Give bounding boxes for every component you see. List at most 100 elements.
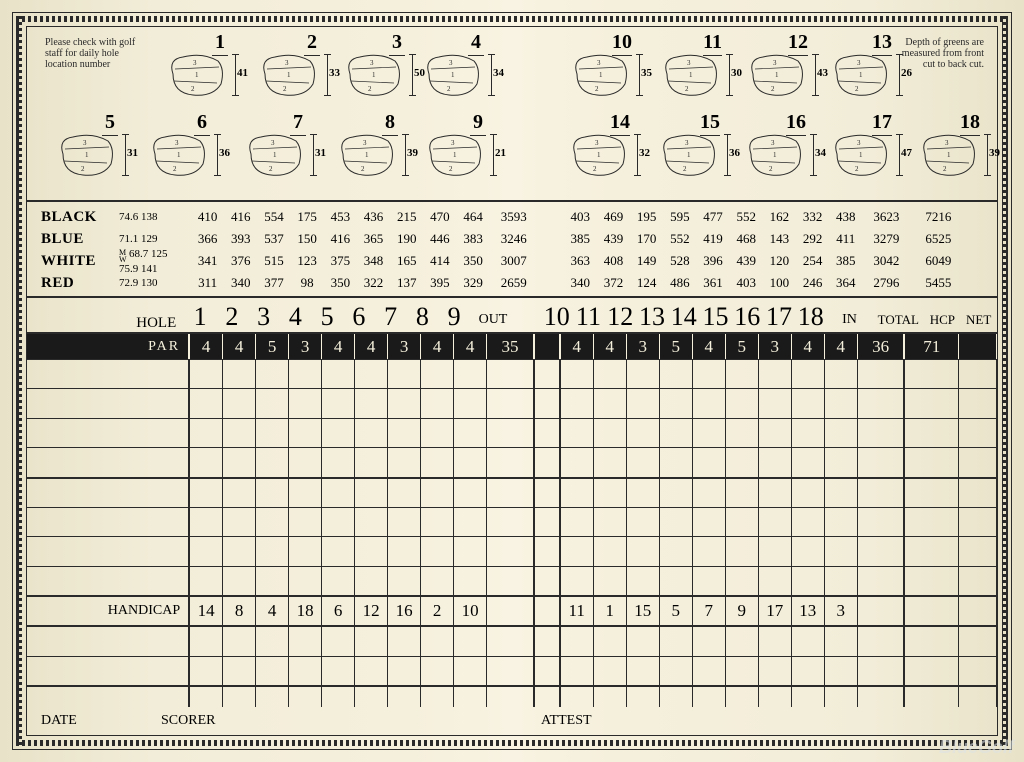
svg-text:1: 1 — [687, 151, 691, 159]
svg-text:2: 2 — [447, 85, 451, 93]
svg-text:3: 3 — [285, 59, 289, 67]
grid-row — [27, 360, 997, 389]
svg-text:3: 3 — [857, 59, 861, 67]
dash-right — [1002, 16, 1008, 746]
grid-row — [27, 419, 997, 448]
note-right: Depth of greens are measured from front … — [889, 37, 984, 70]
svg-text:2: 2 — [449, 165, 453, 173]
svg-text:2: 2 — [943, 165, 947, 173]
attest-label: ATTEST — [541, 713, 592, 729]
green-diagram-17: 17 47 3 1 2 — [827, 129, 897, 184]
svg-text:1: 1 — [775, 71, 779, 79]
svg-text:2: 2 — [283, 85, 287, 93]
green-diagrams: Please check with golf staff for daily h… — [27, 27, 997, 202]
svg-text:2: 2 — [593, 165, 597, 173]
green-diagram-1: 1 41 3 1 2 — [163, 49, 233, 104]
svg-text:3: 3 — [193, 59, 197, 67]
svg-text:3: 3 — [370, 59, 374, 67]
svg-text:3: 3 — [271, 139, 275, 147]
svg-text:1: 1 — [947, 151, 951, 159]
grid-row — [27, 508, 997, 537]
green-diagram-9: 9 21 3 1 2 — [421, 129, 491, 184]
svg-text:1: 1 — [273, 151, 277, 159]
hole-header: HOLE123456789OUT101112131415161718INTOTA… — [27, 298, 997, 332]
svg-text:1: 1 — [599, 71, 603, 79]
date-label: DATE — [41, 713, 161, 729]
tee-row-red: RED72.9 13031134037798350322137395329265… — [27, 272, 997, 294]
grid-row — [27, 448, 997, 478]
green-diagram-15: 15 36 3 1 2 — [655, 129, 725, 184]
green-diagram-7: 7 31 3 1 2 — [241, 129, 311, 184]
grid-row — [27, 567, 997, 597]
green-diagram-10: 10 35 3 1 2 — [567, 49, 637, 104]
green-diagram-8: 8 39 3 1 2 — [333, 129, 403, 184]
svg-text:2: 2 — [855, 165, 859, 173]
svg-text:3: 3 — [945, 139, 949, 147]
svg-text:2: 2 — [368, 85, 372, 93]
svg-text:3: 3 — [595, 139, 599, 147]
svg-text:3: 3 — [771, 139, 775, 147]
grid-row — [27, 479, 997, 508]
svg-text:1: 1 — [689, 71, 693, 79]
svg-text:1: 1 — [195, 71, 199, 79]
watermark: BlueGolf — [939, 737, 1014, 758]
svg-text:1: 1 — [453, 151, 457, 159]
svg-text:2: 2 — [769, 165, 773, 173]
grid-row — [27, 687, 997, 707]
svg-text:2: 2 — [191, 85, 195, 93]
green-diagram-11: 11 30 3 1 2 — [657, 49, 727, 104]
svg-text:2: 2 — [595, 85, 599, 93]
grid-row: PAR445344344354435453443671 — [27, 334, 997, 360]
svg-text:2: 2 — [361, 165, 365, 173]
green-diagram-4: 4 34 3 1 2 — [419, 49, 489, 104]
scorecard: Please check with golf staff for daily h… — [27, 27, 997, 735]
tee-row-blue: BLUE71.1 1293663935371504163651904463833… — [27, 228, 997, 250]
svg-text:3: 3 — [685, 139, 689, 147]
score-grid: PAR445344344354435453443671 HANDICAP14841… — [27, 332, 997, 707]
grid-row — [27, 627, 997, 656]
svg-text:2: 2 — [173, 165, 177, 173]
svg-text:3: 3 — [83, 139, 87, 147]
svg-text:1: 1 — [859, 151, 863, 159]
green-diagram-13: 13 26 3 1 2 — [827, 49, 897, 104]
footer-row: DATE SCORER ATTEST — [27, 707, 997, 735]
svg-text:3: 3 — [597, 59, 601, 67]
svg-text:1: 1 — [177, 151, 181, 159]
svg-text:3: 3 — [773, 59, 777, 67]
svg-text:3: 3 — [451, 139, 455, 147]
yardage-block: BLACK74.6 138410416554175453436215470464… — [27, 202, 997, 298]
grid-row: HANDICAP148418612162101111557917133 — [27, 597, 997, 627]
svg-text:2: 2 — [81, 165, 85, 173]
green-diagram-18: 18 39 3 1 2 — [915, 129, 985, 184]
svg-text:1: 1 — [859, 71, 863, 79]
svg-text:3: 3 — [363, 139, 367, 147]
svg-text:1: 1 — [365, 151, 369, 159]
svg-text:3: 3 — [175, 139, 179, 147]
svg-text:1: 1 — [85, 151, 89, 159]
green-diagram-5: 5 31 3 1 2 — [53, 129, 123, 184]
svg-text:1: 1 — [773, 151, 777, 159]
svg-text:1: 1 — [287, 71, 291, 79]
svg-text:2: 2 — [269, 165, 273, 173]
dash-left — [16, 16, 22, 746]
grid-row — [27, 389, 997, 418]
svg-text:2: 2 — [771, 85, 775, 93]
grid-row — [27, 657, 997, 687]
svg-text:1: 1 — [372, 71, 376, 79]
green-diagram-14: 14 32 3 1 2 — [565, 129, 635, 184]
svg-text:3: 3 — [449, 59, 453, 67]
note-left: Please check with golf staff for daily h… — [45, 37, 140, 70]
svg-text:3: 3 — [687, 59, 691, 67]
svg-text:3: 3 — [857, 139, 861, 147]
green-diagram-6: 6 36 3 1 2 — [145, 129, 215, 184]
scorer-label: SCORER — [161, 713, 541, 729]
grid-row — [27, 537, 997, 566]
svg-text:2: 2 — [685, 85, 689, 93]
svg-text:2: 2 — [855, 85, 859, 93]
svg-text:2: 2 — [683, 165, 687, 173]
green-diagram-3: 3 50 3 1 2 — [340, 49, 410, 104]
svg-text:1: 1 — [451, 71, 455, 79]
svg-text:1: 1 — [597, 151, 601, 159]
green-diagram-16: 16 34 3 1 2 — [741, 129, 811, 184]
green-diagram-12: 12 43 3 1 2 — [743, 49, 813, 104]
